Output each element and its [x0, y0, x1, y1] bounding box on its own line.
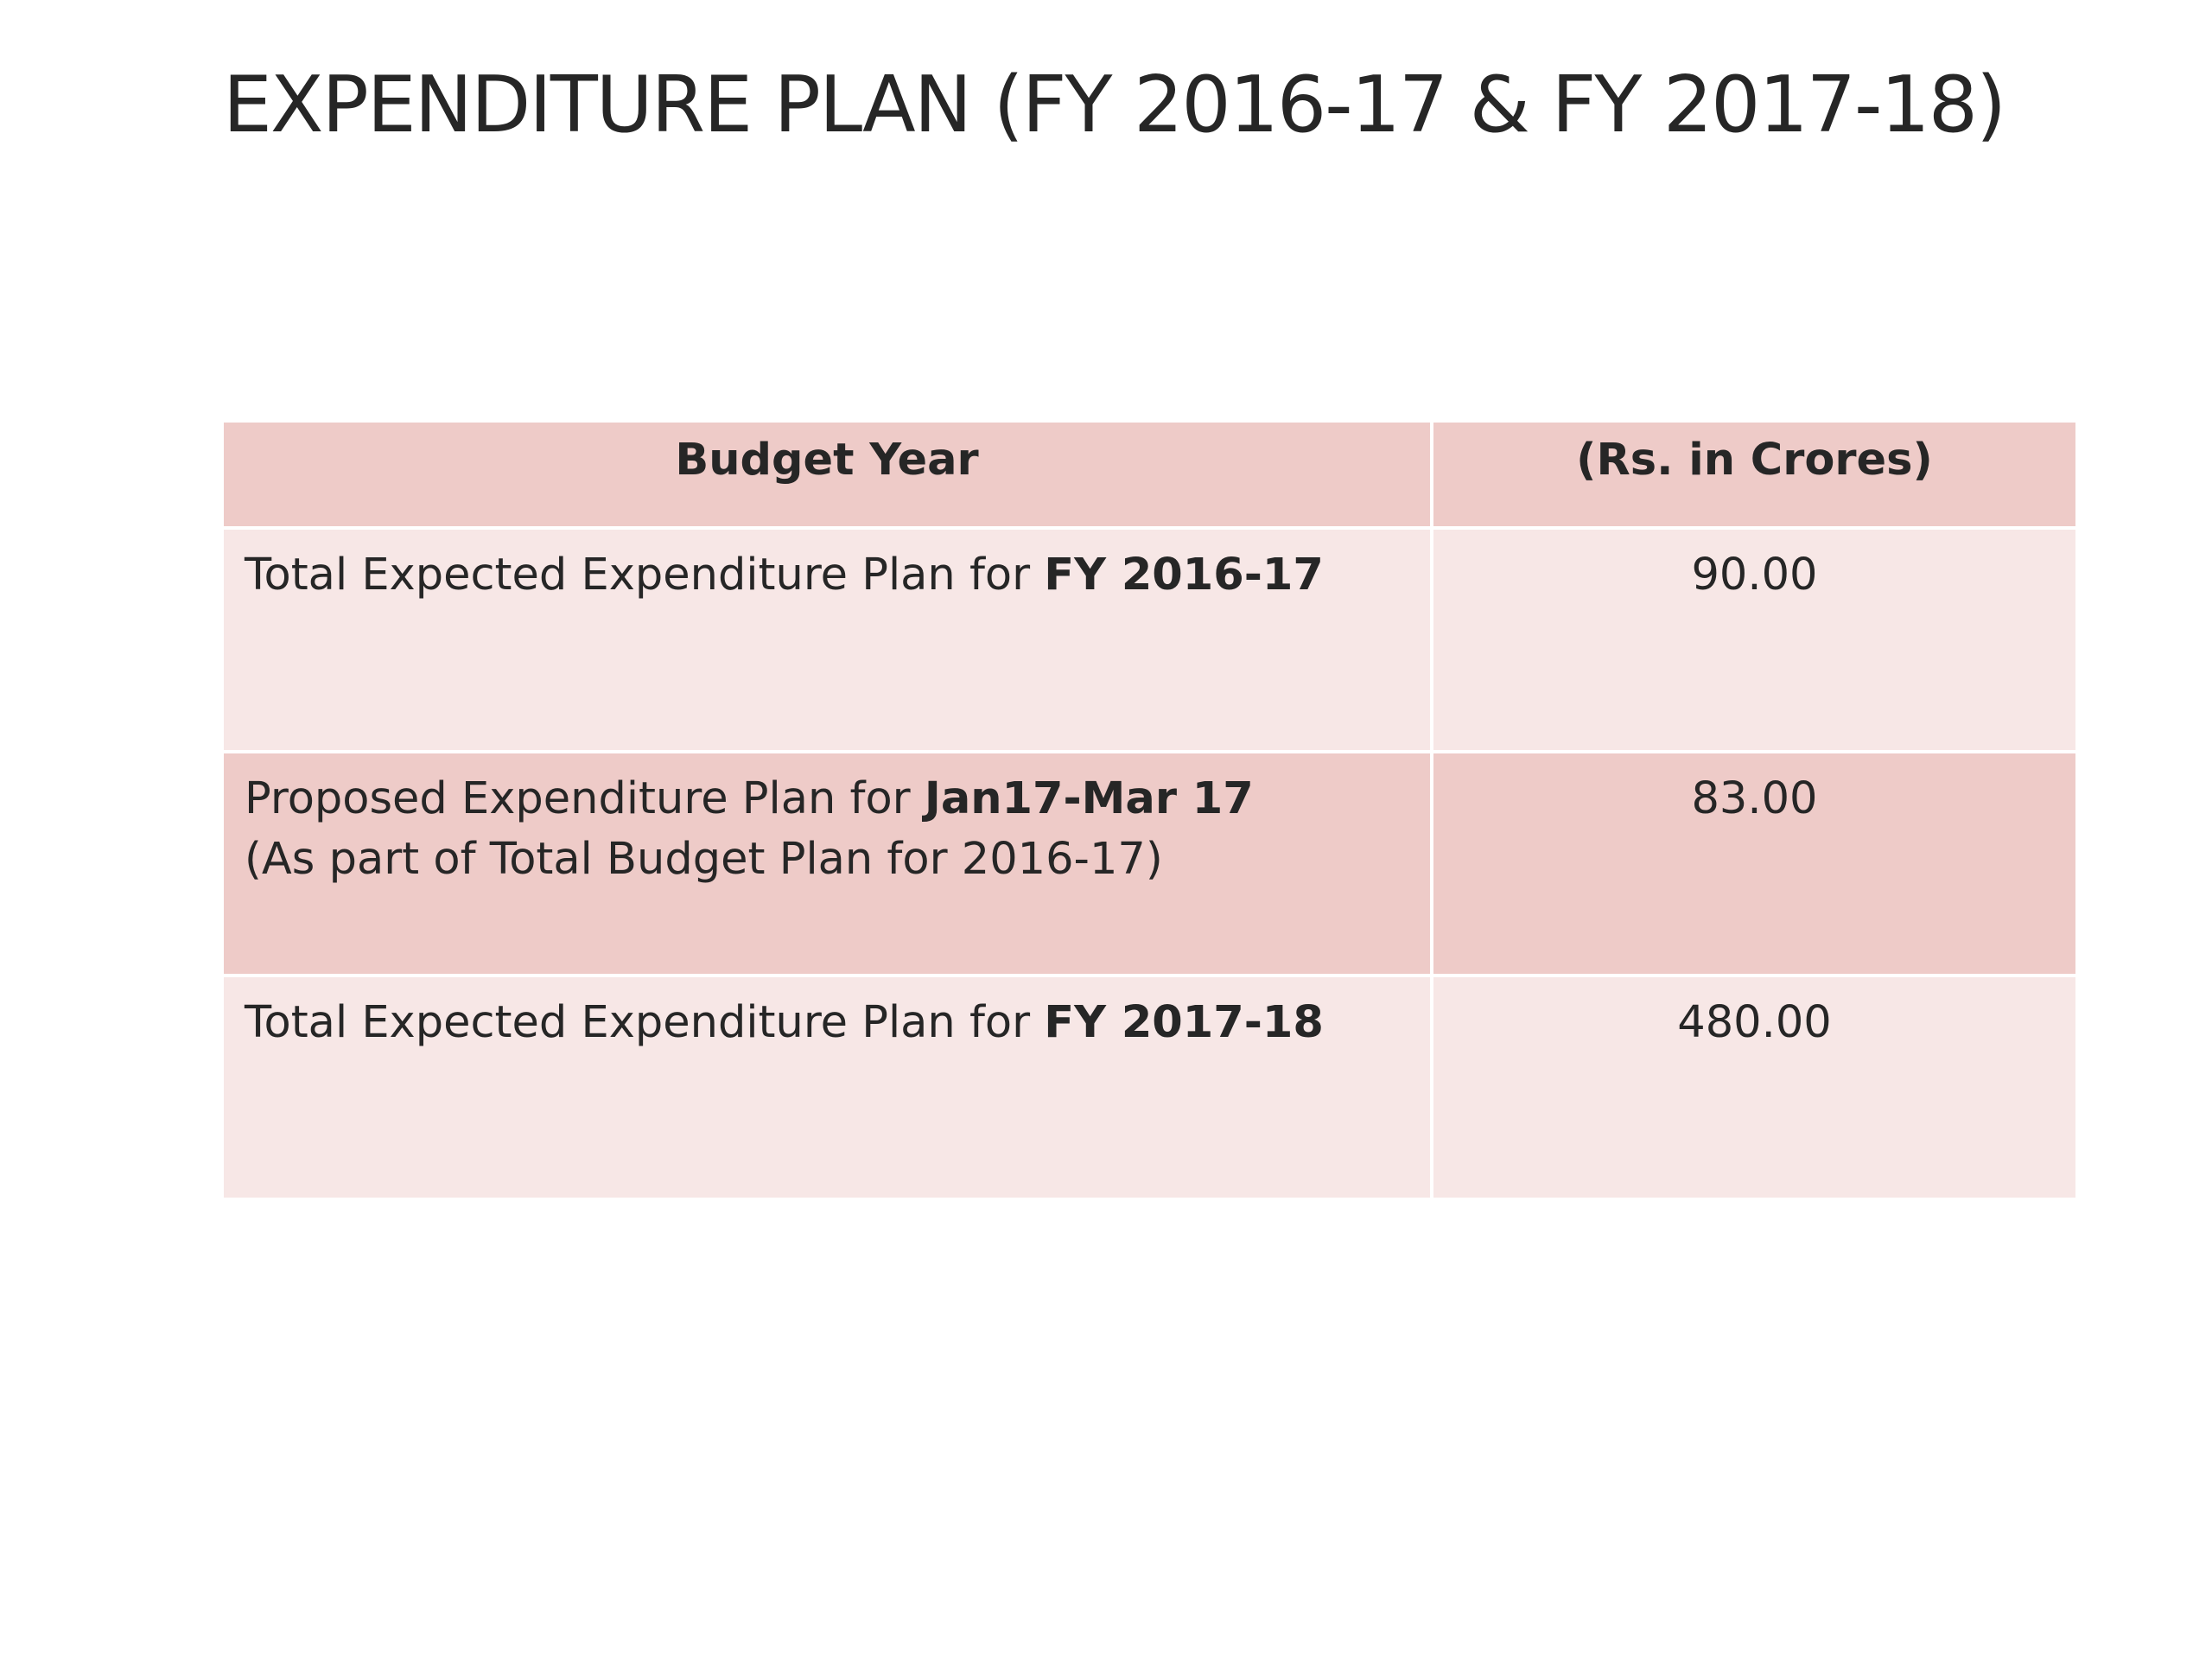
table-row: Proposed Expenditure Plan for Jan17-Mar …	[220, 750, 2079, 977]
row-label-text: Proposed Expenditure Plan for	[245, 773, 925, 824]
row-label-cell: Total Expected Expenditure Plan for FY 2…	[220, 974, 1433, 1201]
row-label-period: Jan17-Mar 17	[924, 773, 1254, 824]
table-row: Total Expected Expenditure Plan for FY 2…	[220, 974, 2079, 1201]
header-budget-year: Budget Year	[220, 419, 1433, 530]
row-amount: 90.00	[1430, 526, 2079, 753]
table-header-row: Budget Year (Rs. in Crores)	[220, 419, 2079, 530]
row-label-cell: Proposed Expenditure Plan for Jan17-Mar …	[220, 750, 1433, 977]
table-row: Total Expected Expenditure Plan for FY 2…	[220, 526, 2079, 753]
row-label-text: Total Expected Expenditure Plan for	[245, 550, 1045, 601]
row-amount: 480.00	[1430, 974, 2079, 1201]
expenditure-table: Budget Year (Rs. in Crores) Total Expect…	[220, 419, 2079, 1201]
row-label-text: Total Expected Expenditure Plan for	[245, 997, 1045, 1048]
row-amount: 83.00	[1430, 750, 2079, 977]
slide-title: EXPENDITURE PLAN (FY 2016-17 & FY 2017-1…	[223, 60, 2006, 150]
row-label-note: (As part of Total Budget Plan for 2016-1…	[245, 834, 1163, 885]
row-label-period: FY 2017-18	[1044, 997, 1324, 1048]
row-label-period: FY 2016-17	[1044, 550, 1324, 601]
row-label-cell: Total Expected Expenditure Plan for FY 2…	[220, 526, 1433, 753]
header-amount-unit: (Rs. in Crores)	[1430, 419, 2079, 530]
